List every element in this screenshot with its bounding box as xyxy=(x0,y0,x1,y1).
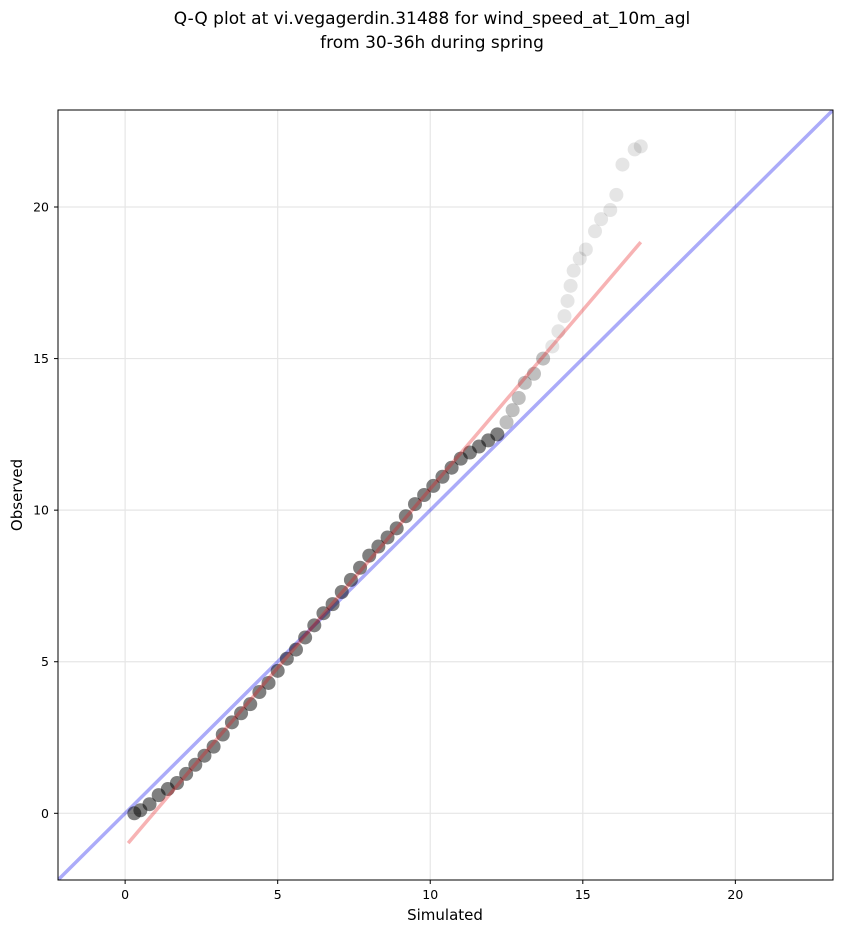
qq-point xyxy=(444,460,459,475)
qq-point xyxy=(545,339,560,354)
qq-point xyxy=(572,251,587,266)
plot-area xyxy=(58,110,833,880)
qq-point xyxy=(243,697,258,712)
qq-point xyxy=(362,548,377,563)
qq-point xyxy=(270,663,285,678)
x-tick-label: 10 xyxy=(422,887,438,902)
qq-point xyxy=(197,748,212,763)
qq-point xyxy=(252,685,267,700)
x-tick-label: 15 xyxy=(575,887,591,902)
qq-point xyxy=(505,403,520,418)
qq-point xyxy=(499,415,514,430)
y-tick-label: 15 xyxy=(33,351,49,366)
qq-point xyxy=(206,739,221,754)
identity-reference-line xyxy=(58,110,833,880)
qq-point xyxy=(588,224,603,239)
qq-point xyxy=(371,539,386,554)
qq-point xyxy=(142,797,157,812)
y-tick-label: 0 xyxy=(41,806,49,821)
x-tick-label: 5 xyxy=(274,887,282,902)
qq-point xyxy=(334,585,349,600)
y-axis-label: Observed xyxy=(8,459,26,531)
qq-point xyxy=(215,727,230,742)
qq-point xyxy=(298,630,313,645)
y-tick-label: 20 xyxy=(33,200,49,215)
qq-point xyxy=(563,278,578,293)
qq-point xyxy=(389,521,404,536)
qq-point xyxy=(417,488,432,502)
chart-title-line-2: from 30-36h during spring xyxy=(320,33,544,53)
plot-frame xyxy=(57,109,834,881)
qq-point xyxy=(615,157,630,172)
qq-point xyxy=(426,478,441,493)
qq-point xyxy=(511,390,526,405)
qq-point xyxy=(490,427,505,442)
qq-point xyxy=(169,775,184,790)
qq-point xyxy=(353,560,368,575)
qq-point xyxy=(594,212,609,227)
qq-point xyxy=(609,187,624,202)
qq-point xyxy=(307,618,322,633)
y-tick-label: 10 xyxy=(33,503,49,518)
qq-point xyxy=(536,351,551,366)
qq-point xyxy=(557,309,572,324)
qq-point xyxy=(234,706,249,721)
qq-point xyxy=(279,651,294,666)
x-axis-label: Simulated xyxy=(407,906,483,924)
qq-point xyxy=(261,675,276,690)
chart-title-line-1: Q-Q plot at vi.vegagerdin.31488 for wind… xyxy=(174,9,690,29)
qq-point xyxy=(407,497,422,512)
qq-point xyxy=(560,293,575,308)
qq-point xyxy=(325,597,340,612)
qq-point xyxy=(188,757,203,772)
qq-point xyxy=(566,263,581,278)
qq-point xyxy=(316,606,331,621)
fit-line xyxy=(126,240,643,845)
qq-point xyxy=(343,572,358,587)
qq-point xyxy=(603,203,618,218)
qq-point xyxy=(627,142,642,157)
qq-point xyxy=(224,715,239,730)
x-tick-label: 0 xyxy=(121,887,129,902)
qq-point xyxy=(526,366,541,381)
qq-point xyxy=(179,766,194,781)
qq-point xyxy=(380,530,395,545)
qq-point xyxy=(288,642,303,657)
y-axis: 0 5 10 15 20 xyxy=(33,200,58,821)
qq-point xyxy=(435,469,450,484)
qq-point xyxy=(398,509,413,524)
qq-point xyxy=(578,242,593,257)
qq-point xyxy=(551,324,566,339)
x-axis: 0 5 10 15 20 xyxy=(121,880,743,902)
x-tick-label: 20 xyxy=(727,887,743,902)
qq-point xyxy=(633,139,648,154)
y-tick-label: 5 xyxy=(41,654,49,669)
qq-point xyxy=(517,375,532,390)
